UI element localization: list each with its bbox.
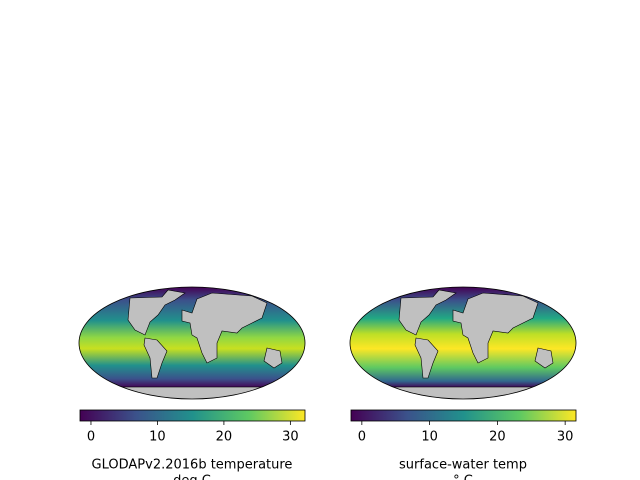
map-panel (77, 286, 307, 401)
colorbar-label: GLODAPv2.2016b temperature (92, 458, 293, 473)
colorbar-tick-label: 20 (216, 430, 233, 445)
colorbar (350, 409, 577, 422)
colorbar-label: deg C (173, 474, 211, 480)
colorbar-tick-label: 30 (557, 430, 574, 445)
colorbar-tick-label: 20 (489, 430, 506, 445)
colorbar-label: surface-water temp (399, 458, 527, 473)
map-outline (78, 286, 306, 400)
ocean-field (350, 287, 576, 399)
colorbar-tick-label: 30 (282, 430, 299, 445)
ocean-field (79, 287, 305, 399)
colorbar-label: ° C (453, 474, 473, 480)
colorbar (79, 409, 306, 422)
colorbar-tick-label: 0 (358, 430, 366, 445)
map-outline (349, 286, 577, 400)
colorbar-tick-label: 10 (421, 430, 438, 445)
map-panel (348, 286, 578, 401)
colorbar-tick-label: 0 (87, 430, 95, 445)
colorbar-tick-label: 10 (149, 430, 166, 445)
